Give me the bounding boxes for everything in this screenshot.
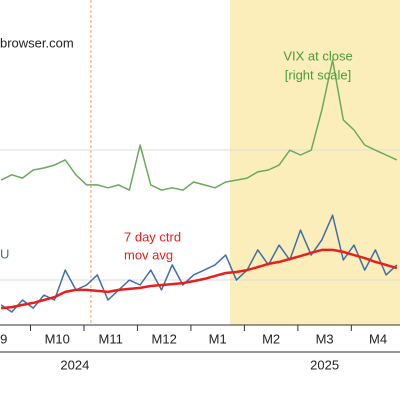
series-line	[0, 214, 398, 313]
shaded-period	[229, 0, 400, 325]
x-tick-label: M12	[152, 331, 177, 346]
vix-label: [right scale]	[285, 67, 351, 82]
vix-label: VIX at close	[283, 48, 352, 63]
x-tick-label: M3	[316, 331, 334, 346]
year-label: 2025	[310, 357, 339, 372]
series-line	[0, 59, 398, 191]
plot	[0, 59, 398, 313]
ma-label: mov avg	[124, 247, 173, 262]
epu-label: U	[0, 246, 9, 261]
x-tick-label: M10	[45, 331, 70, 346]
x-tick-label: M1	[209, 331, 227, 346]
x-tick-label: M4	[369, 331, 387, 346]
x-tick-label: M11	[99, 331, 123, 346]
x-tick-label: 9	[0, 331, 7, 346]
ma-label: 7 day ctrd	[124, 229, 181, 244]
x-tick-label: M2	[262, 331, 280, 346]
background	[90, 0, 400, 325]
series-line	[0, 248, 398, 310]
year-label: 2024	[60, 357, 89, 372]
source: browser.com	[0, 35, 74, 50]
